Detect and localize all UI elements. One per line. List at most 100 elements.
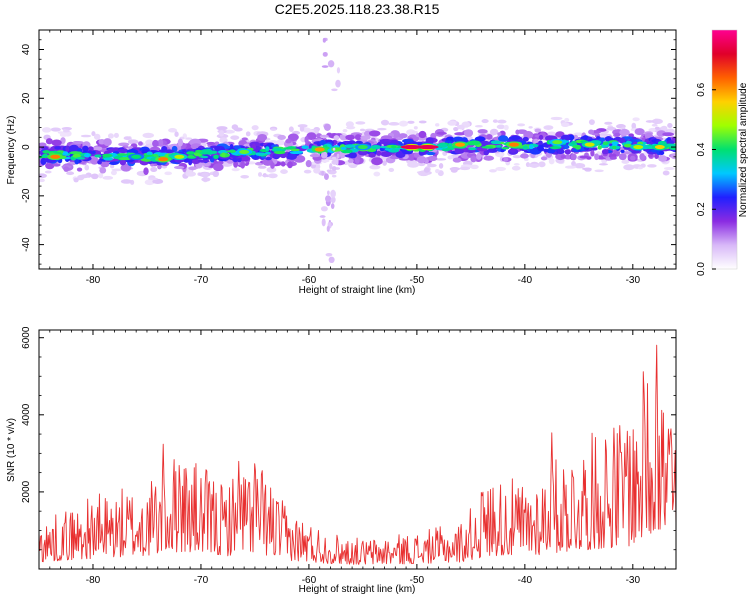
heatmap-halo-cell: [496, 124, 506, 130]
heatmap-streak-cell: [335, 79, 341, 88]
x-tick-label: -50: [410, 575, 425, 586]
heatmap-halo-cell: [98, 172, 104, 179]
colorbar: 0.0 0.2 0.4 0.6 Normalized spectral amplitu…: [696, 29, 749, 276]
heatmap-halo-cell: [230, 135, 240, 140]
heatmap-ridge-cell: [264, 151, 271, 155]
heatmap-band-cell: [427, 155, 438, 162]
y-tick-label: 2000: [21, 480, 32, 503]
heatmap-band-cell: [497, 132, 502, 136]
snr-panel: -80 -70 -60 -50 -40 -30 2000 4000 6000 Height of…: [6, 326, 677, 595]
heatmap-halo-cell: [123, 136, 131, 141]
heatmap-ridge-cell: [490, 140, 501, 145]
heatmap-halo-cell: [61, 126, 73, 131]
heatmap-core-cell: [522, 136, 529, 142]
heatmap-halo-cell: [450, 168, 458, 173]
heatmap-hotspot: [314, 147, 325, 152]
heatmap-band-cell: [503, 157, 509, 162]
heatmap-halo-cell: [599, 133, 612, 137]
heatmap-band-cell: [319, 134, 330, 138]
heatmap-core-cell: [631, 150, 640, 154]
heatmap-ridge-cell: [200, 155, 209, 159]
heatmap-streak-cell: [327, 190, 330, 196]
heatmap-streak-cell: [324, 173, 329, 181]
heatmap-band-cell: [416, 156, 427, 164]
heatmap-core-cell: [426, 151, 436, 156]
heatmap-band-cell: [158, 139, 164, 147]
heatmap-halo-cell: [120, 179, 133, 184]
heatmap-band-cell: [520, 153, 529, 159]
heatmap-band-cell: [188, 166, 198, 171]
y-tick-label: 0: [21, 144, 32, 150]
heatmap-ridge-cell: [94, 154, 102, 158]
heatmap-ridge-cell: [265, 146, 270, 151]
heatmap-band-cell: [485, 134, 493, 140]
spectrogram-frame: [38, 29, 677, 270]
heatmap-halo-cell: [66, 171, 75, 176]
snr-series-line: [39, 344, 676, 565]
heatmap-ridge-cell: [289, 151, 302, 155]
spectrogram-ticks: -80 -70 -60 -50 -40 -30 -40 -20 0 20 40: [21, 29, 677, 286]
snr-background: [39, 330, 676, 569]
heatmap-streak-cell: [333, 135, 340, 141]
heatmap-halo-cell: [150, 166, 158, 173]
heatmap-halo-cell: [299, 126, 305, 132]
heatmap-core-cell: [619, 137, 626, 144]
heatmap-halo-cell: [240, 175, 250, 179]
heatmap-hotspot: [158, 157, 169, 162]
heatmap-halo-cell: [495, 166, 507, 171]
heatmap-halo-cell: [91, 131, 96, 137]
heatmap-halo-cell: [667, 122, 673, 129]
heatmap-halo-cell: [573, 162, 586, 169]
snr-x-axis-label: Height of straight line (km): [299, 584, 416, 595]
x-tick-label: -60: [302, 575, 317, 586]
x-tick-label: -50: [410, 275, 425, 286]
heatmap-halo-cell: [359, 128, 366, 132]
heatmap-halo-cell: [231, 167, 240, 172]
heatmap-halo-cell: [127, 139, 139, 145]
heatmap-halo-cell: [388, 122, 400, 126]
heatmap-ridge-cell: [549, 146, 562, 150]
heatmap-ridge-cell: [501, 146, 510, 150]
heatmap-halo-cell: [164, 171, 173, 176]
heatmap-halo-cell: [594, 169, 604, 173]
heatmap-halo-cell: [39, 178, 45, 183]
heatmap-streak-cell: [330, 203, 335, 209]
y-tick-label: 20: [21, 92, 32, 104]
heatmap-streak-cell: [325, 195, 332, 203]
heatmap-core-cell: [452, 136, 464, 143]
heatmap-core-cell: [380, 151, 392, 157]
heatmap-halo-cell: [631, 122, 637, 130]
heatmap-halo-cell: [651, 123, 658, 127]
heatmap-ridge-cell: [53, 150, 58, 154]
heatmap-ridge-cell: [256, 152, 266, 156]
heatmap-core-cell: [119, 159, 127, 166]
heatmap-band-cell: [45, 138, 53, 145]
snr-series: [39, 344, 676, 565]
heatmap-hotspot: [131, 154, 142, 159]
heatmap-ridge-cell: [271, 147, 283, 152]
heatmap-halo-cell: [268, 173, 278, 179]
heatmap-ridge-cell: [612, 145, 617, 150]
heatmap-halo-cell: [632, 117, 640, 122]
heatmap-halo-cell: [303, 169, 312, 174]
heatmap-band-cell: [257, 133, 268, 141]
heatmap-core-cell: [69, 144, 79, 152]
heatmap-band-cell: [45, 162, 55, 170]
heatmap-band-cell: [287, 133, 299, 142]
heatmap-ridge-cell: [384, 148, 392, 151]
heatmap-core-cell: [474, 136, 486, 142]
heatmap-band-cell: [560, 155, 566, 159]
heatmap-ridge-cell: [62, 151, 69, 156]
heatmap-halo-cell: [382, 160, 387, 166]
spectrogram-heatmap: [39, 37, 676, 264]
heatmap-core-cell: [599, 137, 606, 142]
heatmap-halo-cell: [288, 126, 294, 132]
heatmap-halo-cell: [411, 130, 419, 134]
snr-frame: [38, 329, 677, 570]
heatmap-halo-cell: [489, 169, 497, 173]
y-tick-label: 40: [21, 44, 32, 56]
heatmap-core-cell: [500, 148, 505, 153]
heatmap-streak-cell: [320, 206, 328, 212]
heatmap-halo-cell: [102, 175, 114, 180]
x-tick-label: -30: [626, 575, 641, 586]
